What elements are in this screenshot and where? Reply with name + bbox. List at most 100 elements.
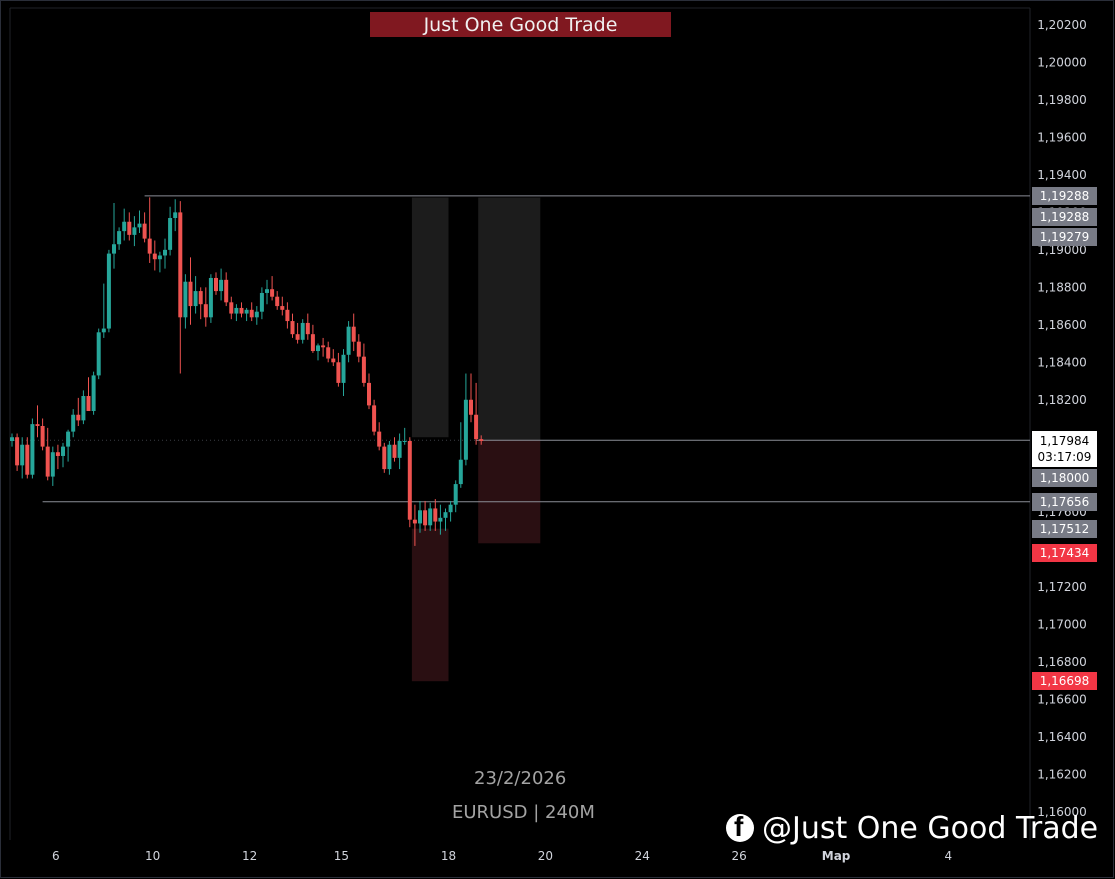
facebook-icon: f	[726, 811, 754, 842]
candle-body	[173, 212, 178, 219]
candle-body	[112, 244, 116, 254]
y-tick-label: 1,18200	[1037, 393, 1087, 407]
candle-body	[300, 322, 305, 340]
candle-body	[127, 221, 132, 235]
price-label-gray: 1,19288	[1032, 186, 1097, 205]
candle-body	[81, 396, 86, 421]
candle-body	[310, 334, 315, 352]
candle-body	[290, 321, 295, 335]
social-handle: f @Just One Good Trade	[726, 810, 1098, 846]
candle-body	[316, 345, 320, 352]
y-tick-label: 1,16600	[1037, 693, 1087, 707]
y-tick-label: 1,19800	[1037, 93, 1087, 107]
candle-body	[214, 277, 218, 292]
candle-body	[392, 444, 397, 458]
y-tick-label: 1,17200	[1037, 580, 1087, 594]
candle-body	[86, 396, 91, 412]
candle-body	[96, 332, 101, 376]
price-label-gray: 1,18000	[1032, 469, 1097, 488]
candle-body	[193, 291, 198, 307]
y-tick-label: 1,17000	[1037, 618, 1087, 632]
candle-body	[66, 431, 71, 447]
candle-body	[275, 296, 280, 307]
watermark-date: 23/2/2026	[474, 768, 567, 789]
x-tick-label: 20	[538, 849, 553, 863]
price-label-red: 1,16698	[1032, 672, 1097, 691]
candle-body	[163, 249, 167, 256]
candle-body	[152, 253, 157, 260]
candle-body	[117, 231, 122, 245]
candle-body	[183, 281, 188, 318]
candle-body	[336, 362, 341, 383]
candle-body	[76, 414, 81, 421]
candle-body	[71, 414, 76, 432]
candle-body	[387, 444, 392, 470]
title-banner: Just One Good Trade	[370, 12, 671, 37]
candle-body	[122, 221, 127, 232]
candle-body	[418, 510, 422, 524]
y-tick-label: 1,18800	[1037, 280, 1087, 294]
candle-body	[402, 440, 407, 442]
candle-body	[270, 289, 275, 297]
price-label-gray: 1,19279	[1032, 228, 1097, 247]
candle-body	[20, 444, 25, 466]
price-label-red: 1,17434	[1032, 544, 1097, 563]
candle-body	[188, 281, 193, 307]
x-tick-label: 26	[732, 849, 747, 863]
candle-body	[407, 440, 412, 520]
candle-body	[219, 279, 224, 292]
candle-body	[244, 309, 249, 314]
candle-body	[132, 227, 137, 235]
current-price-label: 1,17984 03:17:09	[1032, 431, 1097, 468]
candle-body	[239, 307, 244, 314]
x-tick-label: 4	[944, 849, 952, 863]
y-tick-label: 1,16800	[1037, 655, 1087, 669]
candle-body	[443, 512, 448, 518]
y-tick-label: 1,18400	[1037, 355, 1087, 369]
zone-red-1	[411, 528, 449, 682]
candle-body	[254, 311, 259, 318]
candle-body	[203, 304, 208, 318]
candle-body	[428, 508, 433, 526]
candle-body	[321, 345, 326, 348]
candle-body	[234, 307, 239, 314]
x-tick-label: 12	[242, 849, 257, 863]
candle-body	[474, 414, 479, 440]
candle-body	[137, 223, 142, 228]
bar-countdown: 03:17:09	[1037, 450, 1092, 465]
candle-body	[397, 440, 402, 458]
candle-body	[208, 277, 213, 318]
candle-body	[463, 399, 468, 460]
y-tick-label: 1,16000	[1037, 805, 1087, 819]
candle-body	[326, 347, 331, 359]
y-tick-label: 1,16400	[1037, 730, 1087, 744]
candle-body	[423, 510, 428, 526]
x-tick-label: Мар	[822, 849, 851, 863]
candle-body	[30, 424, 35, 475]
candle-body	[61, 446, 65, 456]
candle-body	[45, 446, 50, 477]
candle-body	[10, 437, 14, 441]
y-tick-label: 1,20200	[1037, 18, 1087, 32]
zone-red-3	[478, 440, 541, 544]
candle-body	[438, 517, 443, 522]
candle-body	[25, 444, 30, 475]
price-label-gray: 1,19288	[1032, 207, 1097, 226]
candle-body	[50, 452, 55, 477]
candle-body	[453, 484, 458, 505]
candle-body	[40, 425, 45, 447]
watermark-symbol: EURUSD | 240M	[452, 802, 595, 823]
candle-body	[285, 309, 290, 322]
candle-body	[469, 399, 473, 415]
candle-body	[367, 382, 371, 406]
candle-body	[91, 375, 96, 412]
candle-body	[147, 238, 152, 254]
candle-body	[295, 334, 300, 340]
y-tick-label: 1,20000	[1037, 55, 1087, 69]
candle-body	[433, 508, 438, 522]
candle-body	[458, 459, 463, 485]
candle-body	[249, 309, 254, 318]
candle-body	[341, 354, 346, 383]
